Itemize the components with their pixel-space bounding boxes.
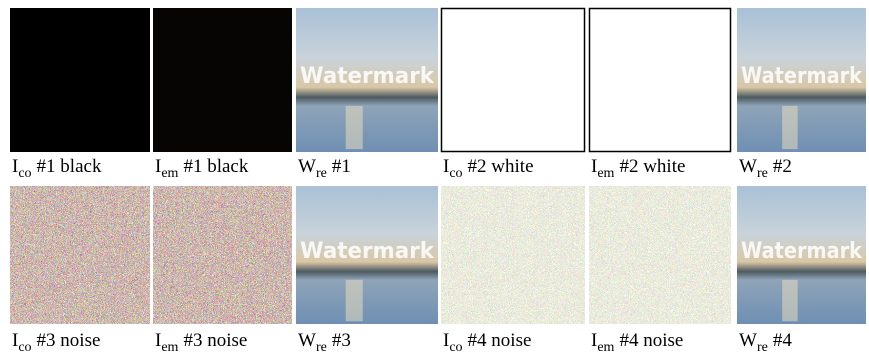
image bbox=[590, 9, 731, 152]
caption-subscript: re bbox=[757, 340, 768, 352]
caption: Wre #2 bbox=[739, 156, 792, 181]
caption-label: #2 bbox=[773, 156, 792, 177]
image bbox=[442, 9, 585, 152]
caption-label: #4 noise bbox=[468, 330, 532, 351]
caption-label: #3 noise bbox=[37, 330, 101, 351]
image bbox=[441, 186, 585, 324]
caption-label: #4 bbox=[773, 330, 793, 351]
caption: Ico#4 noise bbox=[443, 330, 531, 352]
image bbox=[10, 8, 150, 152]
caption-symbol: W bbox=[739, 156, 757, 177]
caption: Ico#1 black bbox=[12, 156, 102, 181]
caption-symbol: W bbox=[298, 156, 316, 177]
caption: Iem#1 black bbox=[155, 156, 249, 181]
caption: Ico#3 noise bbox=[12, 330, 100, 352]
caption: Wre #1 bbox=[298, 156, 351, 181]
panel: Iem#4 noise bbox=[589, 186, 731, 352]
caption-subscript: re bbox=[316, 166, 327, 181]
caption-subscript: co bbox=[449, 166, 462, 181]
panel: Watermark Wre #4 bbox=[737, 186, 866, 352]
caption-subscript: co bbox=[18, 166, 31, 181]
caption-subscript: em bbox=[597, 340, 614, 352]
panel: Watermark Wre #1 bbox=[296, 8, 438, 181]
sun-reflection bbox=[782, 280, 797, 321]
panel: Ico#2 white bbox=[442, 9, 585, 182]
panel: Iem#1 black bbox=[153, 8, 292, 181]
panel: Ico#4 noise bbox=[441, 186, 585, 352]
caption-subscript: em bbox=[161, 340, 178, 352]
sun-reflection bbox=[346, 106, 363, 149]
caption-subscript: re bbox=[757, 166, 768, 181]
image bbox=[153, 186, 292, 324]
caption-label: #2 white bbox=[468, 156, 534, 177]
watermark-text: Watermark bbox=[741, 64, 863, 89]
panel: Ico#1 black bbox=[10, 8, 150, 181]
caption-label: #1 bbox=[332, 156, 351, 177]
caption-label: #3 bbox=[332, 330, 351, 351]
figure: Ico#1 blackIem#1 blackWatermarkWre#1Ico#… bbox=[0, 0, 869, 352]
caption: Ico#2 white bbox=[443, 156, 534, 181]
caption: Iem#3 noise bbox=[155, 330, 247, 352]
panel: Iem#2 white bbox=[590, 9, 731, 182]
caption: Iem#4 noise bbox=[591, 330, 683, 352]
image bbox=[10, 186, 150, 324]
sun-reflection bbox=[782, 106, 797, 149]
caption-label: #1 black bbox=[183, 156, 248, 177]
caption-subscript: em bbox=[161, 166, 178, 181]
caption-label: #3 noise bbox=[183, 330, 247, 351]
watermark-text: Watermark bbox=[741, 239, 863, 264]
sun-reflection bbox=[346, 280, 363, 321]
caption-label: #4 noise bbox=[619, 330, 683, 351]
caption-symbol: W bbox=[739, 330, 757, 351]
caption: Wre #4 bbox=[739, 330, 792, 352]
panel: Ico#3 noise bbox=[10, 186, 150, 352]
caption-subscript: em bbox=[597, 166, 614, 181]
caption-label: #2 white bbox=[619, 156, 685, 177]
caption-symbol: W bbox=[298, 330, 316, 351]
panel: Iem#3 noise bbox=[153, 186, 292, 352]
image bbox=[153, 8, 292, 152]
panel: Watermark Wre #2 bbox=[737, 8, 866, 181]
caption: Iem#2 white bbox=[591, 156, 685, 181]
watermark-text: Watermark bbox=[300, 64, 435, 89]
watermark-text: Watermark bbox=[300, 239, 435, 264]
caption-subscript: co bbox=[449, 340, 462, 352]
caption: Wre #3 bbox=[298, 330, 351, 352]
caption-subscript: re bbox=[316, 340, 327, 352]
image bbox=[589, 186, 731, 324]
caption-label: #1 black bbox=[37, 156, 102, 177]
panel: Watermark Wre #3 bbox=[296, 186, 438, 352]
caption-subscript: co bbox=[18, 340, 31, 352]
